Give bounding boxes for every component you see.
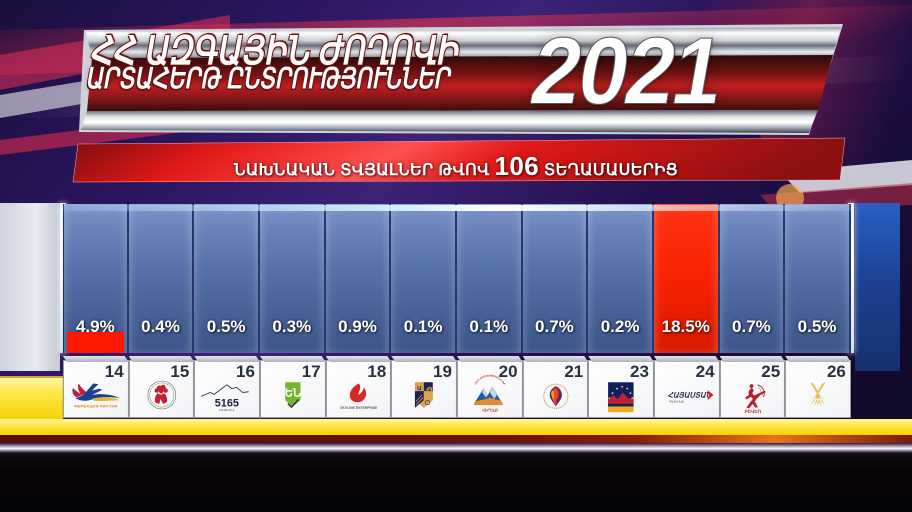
svg-text:ԵՆ: ԵՆ: [285, 387, 301, 399]
svg-text:5165: 5165: [215, 397, 239, 409]
svg-text:ԴԱՇԻՆՔ: ԴԱՇԻՆՔ: [669, 400, 685, 404]
svg-text:ՎԵՐԵԼՔ: ՎԵՐԵԼՔ: [482, 408, 498, 413]
svg-text:ՀԱՅԱՍՏԱՆ: ՀԱՅԱՍՏԱՆ: [668, 391, 712, 400]
svg-text:ООО ARGISHMENEGH ВА: ООО ARGISHMENEGH ВА: [473, 374, 506, 386]
svg-text:Ա: Ա: [417, 385, 422, 392]
svg-text:ARMENIA: ARMENIA: [219, 409, 235, 412]
svg-text:ԲԵՎԵՌ: ԲԵՎԵՌ: [744, 409, 761, 414]
svg-text:ФЕРЕАЦИЯ ПАРТИЯ: ФЕРЕАЦИЯ ПАРТИЯ: [74, 404, 118, 409]
svg-text:SKYLINE ENTERPRISE: SKYLINE ENTERPRISE: [340, 406, 377, 410]
